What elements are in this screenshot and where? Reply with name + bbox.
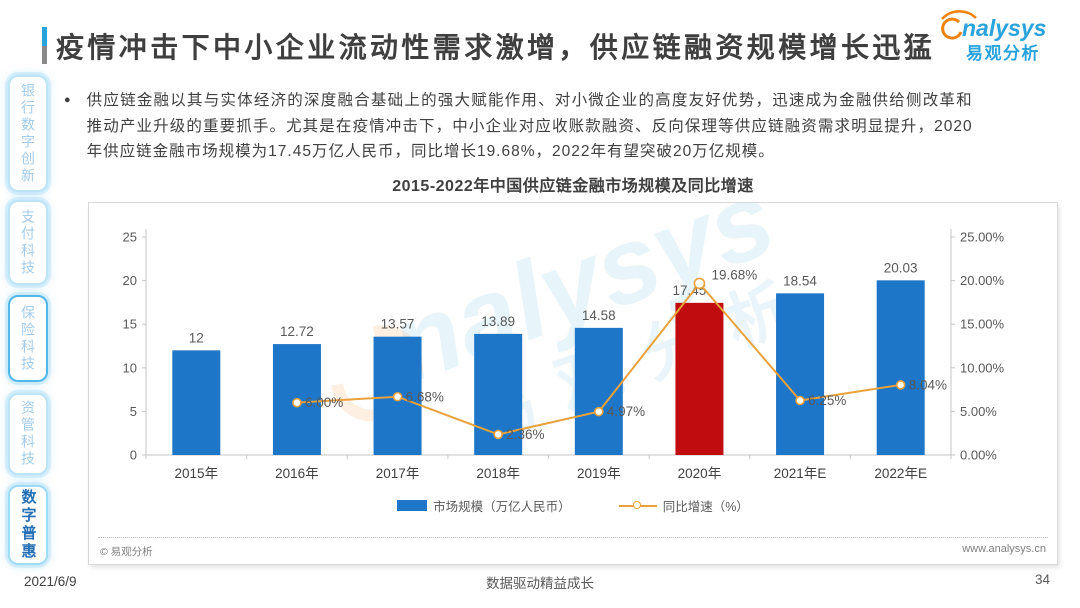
page-number: 34 <box>1034 572 1050 587</box>
svg-text:10: 10 <box>123 360 137 375</box>
point-2016年 <box>292 397 302 408</box>
point-2017年 <box>392 391 403 402</box>
chart-title: 2015-2022年中国供应链金融市场规模及同比增速 <box>392 178 754 195</box>
svg-text:14.58: 14.58 <box>582 308 616 323</box>
chart-footer: © 易观分析 www.analysys.cn <box>98 537 1048 564</box>
point-2019年 <box>594 406 604 417</box>
svg-text:20: 20 <box>123 273 137 288</box>
copyright-text: © 易观分析 <box>100 546 153 558</box>
svg-text:6.00%: 6.00% <box>305 395 343 410</box>
svg-text:15: 15 <box>123 317 137 332</box>
svg-text:5: 5 <box>130 404 137 419</box>
svg-text:2021年E: 2021年E <box>774 466 827 481</box>
svg-text:19.68%: 19.68% <box>711 267 757 282</box>
page-title: 疫情冲击下中小企业流动性需求激增，供应链融资规模增长迅猛 <box>56 32 936 63</box>
bullet-icon: ● <box>64 94 71 106</box>
point-2022年E <box>895 380 906 390</box>
title-accent-bar <box>42 27 47 64</box>
legend-growth-rate: 同比增速（%） <box>618 496 749 515</box>
svg-text:20.00%: 20.00% <box>960 273 1005 288</box>
svg-text:25: 25 <box>123 230 137 245</box>
bar-2015年 <box>172 350 221 455</box>
bar-2020年 <box>675 302 724 455</box>
sidebar-tab-bank-digital[interactable]: 银行数字创新 <box>8 75 48 192</box>
bar-swatch-icon <box>397 500 428 511</box>
market-size-chart: 0 5 10 15 20 25 0.00% 5.00% 10.00% 15.00% 20.00% 25… <box>123 229 1005 481</box>
sidebar-tab-asset-mgmt-tech[interactable]: 资管科技 <box>8 393 48 475</box>
summary-section: ● 供应链金融以其与实体经济的深度融合基础上的强大赋能作用、对小微企业的高度友好… <box>64 88 980 165</box>
svg-text:13.89: 13.89 <box>481 314 515 329</box>
sidebar-tab-payment-tech[interactable]: 支付科技 <box>8 200 48 285</box>
svg-text:12: 12 <box>189 330 204 345</box>
logo-swoosh-flourish <box>941 10 977 20</box>
svg-text:0: 0 <box>130 448 137 463</box>
svg-text:4.97%: 4.97% <box>607 404 645 419</box>
svg-text:0.00%: 0.00% <box>960 448 997 463</box>
svg-text:25.00%: 25.00% <box>960 230 1005 245</box>
point-2021年E <box>795 395 805 406</box>
slide-date: 2021/6/9 <box>24 574 77 589</box>
svg-text:2019年: 2019年 <box>577 466 621 481</box>
logo-brand-text: nalysys <box>962 15 1046 41</box>
logo-brand-cn: 易观分析 <box>966 43 1040 63</box>
point-2018年 <box>493 429 503 440</box>
chart-panel: nalysys 易观分析 0 5 10 15 20 25 0.00% 5.00% 10.00% 1… <box>88 202 1058 565</box>
point-2020年 <box>693 277 706 290</box>
svg-text:2.36%: 2.36% <box>506 427 544 442</box>
svg-text:20.03: 20.03 <box>884 260 918 275</box>
website-text: www.analysys.cn <box>962 543 1046 555</box>
legend-market-size-label: 市场规模（万亿人民币） <box>433 500 571 514</box>
svg-text:13.57: 13.57 <box>381 317 415 332</box>
analysys-logo: nalysys 易观分析 <box>941 10 1046 63</box>
svg-text:2015年: 2015年 <box>175 466 219 481</box>
svg-text:5.00%: 5.00% <box>960 404 997 419</box>
svg-text:2018年: 2018年 <box>476 466 520 481</box>
logo-swoosh-icon <box>941 17 963 40</box>
svg-text:6.68%: 6.68% <box>406 389 444 404</box>
chart-legend: 市场规模（万亿人民币） 同比增速（%） <box>89 496 1057 515</box>
svg-text:6.25%: 6.25% <box>808 393 846 408</box>
svg-text:10.00%: 10.00% <box>960 360 1005 375</box>
bar-2022年E <box>876 280 925 455</box>
sidebar-tab-digital-inclusion[interactable]: 数字普惠 <box>8 485 48 565</box>
svg-text:2020年: 2020年 <box>678 466 722 481</box>
bar-2021年E <box>776 293 825 455</box>
svg-text:2016年: 2016年 <box>275 466 319 481</box>
line-swatch-icon <box>618 500 657 509</box>
legend-growth-rate-label: 同比增速（%） <box>662 500 749 514</box>
svg-text:2022年E: 2022年E <box>874 466 927 481</box>
svg-text:12.72: 12.72 <box>280 324 314 339</box>
sidebar-tab-insurance-tech[interactable]: 保险科技 <box>8 295 48 382</box>
svg-text:15.00%: 15.00% <box>960 317 1005 332</box>
svg-text:8.04%: 8.04% <box>909 377 947 392</box>
summary-text: 供应链金融以其与实体经济的深度融合基础上的强大赋能作用、对小微企业的高度友好优势… <box>86 92 973 160</box>
svg-text:18.54: 18.54 <box>783 273 817 288</box>
footer-motto: 数据驱动精益成长 <box>486 576 594 591</box>
legend-market-size: 市场规模（万亿人民币） <box>397 496 571 515</box>
svg-text:2017年: 2017年 <box>376 466 420 481</box>
